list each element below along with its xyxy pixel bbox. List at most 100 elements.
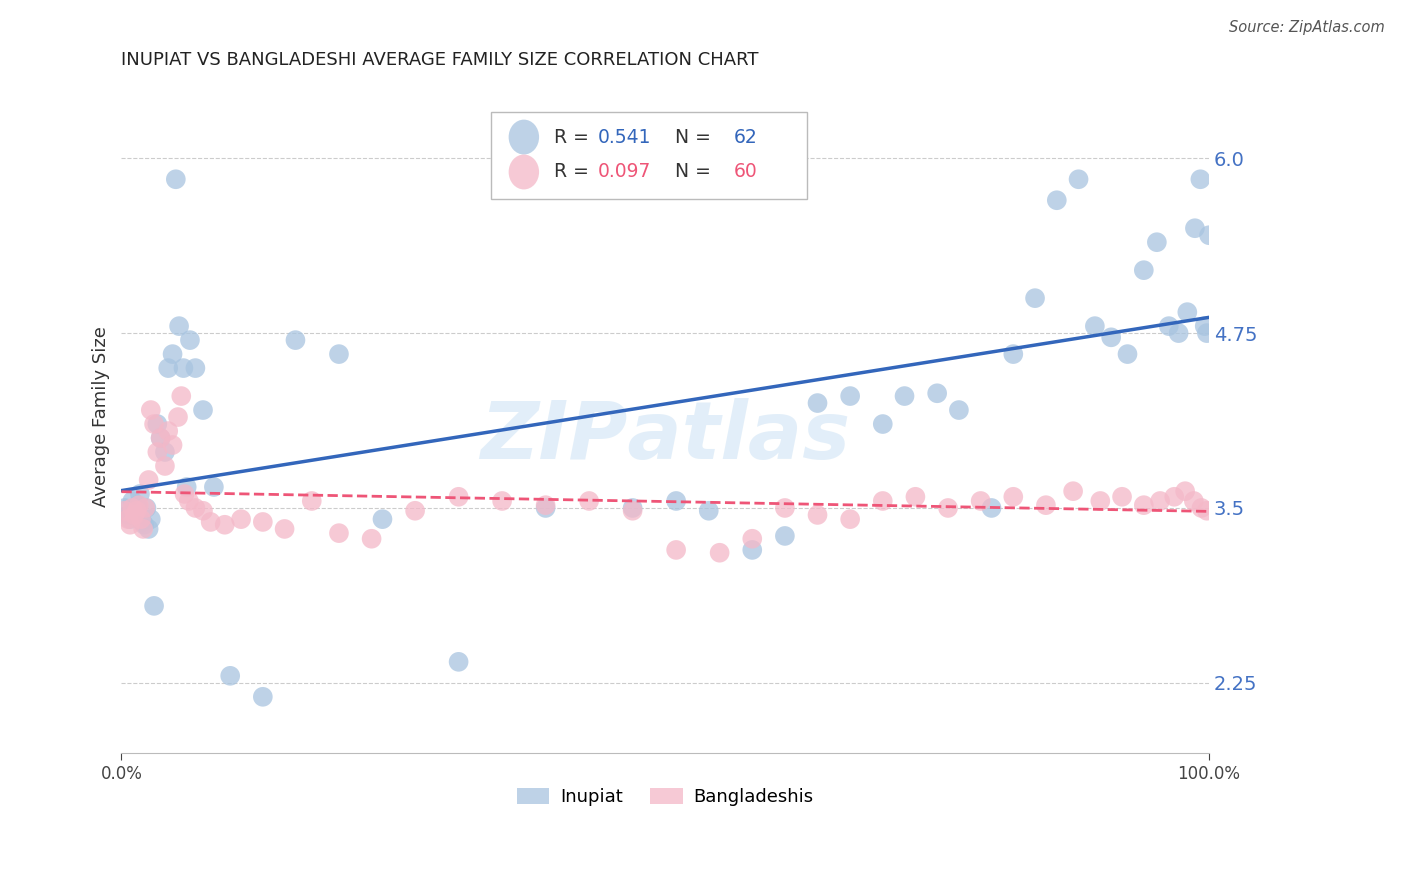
Point (131, 515, 153, 529)
Point (129, 487, 152, 501)
Text: R =: R = (554, 128, 595, 146)
Point (139, 512, 162, 526)
Point (872, 417, 894, 431)
Point (665, 543, 688, 558)
Point (125, 504, 148, 518)
Point (1099, 330, 1122, 344)
Point (1195, 326, 1218, 340)
Point (162, 438, 184, 452)
Ellipse shape (509, 154, 538, 189)
Point (621, 500, 644, 515)
Point (153, 458, 176, 473)
Point (146, 417, 169, 431)
Point (1146, 235, 1168, 250)
Point (1111, 490, 1133, 504)
Point (284, 333, 307, 347)
Point (1133, 263, 1156, 277)
Point (773, 500, 796, 515)
Point (153, 445, 176, 459)
Text: N =: N = (664, 128, 717, 146)
Point (202, 480, 225, 494)
Legend: Inupiat, Bangladeshis: Inupiat, Bangladeshis (510, 780, 821, 814)
Point (1195, 504, 1218, 518)
Point (328, 526, 350, 541)
Point (139, 403, 162, 417)
Point (157, 424, 180, 438)
Point (371, 512, 394, 526)
Point (447, 490, 470, 504)
Point (273, 522, 295, 536)
Point (1116, 347, 1139, 361)
Point (135, 500, 157, 515)
Ellipse shape (509, 120, 538, 154)
Point (165, 172, 187, 186)
Point (328, 347, 350, 361)
Point (177, 494, 200, 508)
Point (404, 504, 426, 518)
Point (191, 403, 214, 417)
Point (172, 361, 194, 376)
Point (167, 410, 190, 425)
Point (872, 494, 894, 508)
Point (806, 508, 828, 522)
Text: 60: 60 (734, 162, 758, 181)
Text: Source: ZipAtlas.com: Source: ZipAtlas.com (1229, 20, 1385, 35)
Point (134, 517, 156, 532)
Point (1067, 172, 1090, 186)
Point (200, 515, 222, 529)
Point (184, 361, 207, 376)
Point (124, 508, 146, 522)
Point (1024, 291, 1046, 305)
Point (491, 494, 513, 508)
Point (132, 522, 155, 536)
Text: 0.541: 0.541 (598, 128, 651, 146)
Point (927, 386, 949, 401)
Point (1163, 490, 1185, 504)
Point (146, 445, 169, 459)
Point (1184, 221, 1206, 235)
Text: 62: 62 (734, 128, 758, 146)
Point (741, 543, 763, 558)
Point (709, 546, 731, 560)
Text: INUPIAT VS BANGLADESHI AVERAGE FAMILY SIZE CORRELATION CHART: INUPIAT VS BANGLADESHI AVERAGE FAMILY SI… (121, 51, 759, 69)
Point (806, 396, 828, 410)
Point (157, 361, 180, 376)
Point (114, 500, 136, 515)
Point (773, 529, 796, 543)
Point (179, 333, 201, 347)
Point (980, 500, 1002, 515)
Point (1090, 494, 1112, 508)
Point (114, 504, 136, 518)
Y-axis label: Average Family Size: Average Family Size (93, 326, 110, 508)
Point (741, 532, 763, 546)
Point (127, 498, 149, 512)
Point (117, 512, 139, 526)
Point (1175, 305, 1198, 319)
Point (969, 494, 991, 508)
Point (665, 494, 688, 508)
Point (360, 532, 382, 546)
Text: 0.097: 0.097 (598, 162, 651, 181)
Point (191, 504, 214, 518)
FancyBboxPatch shape (491, 112, 807, 199)
Point (936, 500, 959, 515)
Point (534, 500, 557, 515)
Point (129, 512, 152, 526)
Point (120, 517, 142, 532)
Point (1133, 498, 1156, 512)
Point (1167, 326, 1189, 340)
Point (143, 417, 166, 431)
Point (170, 389, 193, 403)
Point (229, 512, 252, 526)
Point (839, 512, 862, 526)
Point (534, 498, 557, 512)
Point (1174, 484, 1197, 499)
Point (121, 494, 143, 508)
Point (149, 431, 172, 445)
Point (138, 522, 160, 536)
Point (124, 504, 146, 518)
Point (219, 669, 242, 683)
Text: ZIP​atlas: ZIP​atlas (481, 398, 851, 476)
Point (1182, 494, 1205, 508)
Point (184, 500, 207, 515)
